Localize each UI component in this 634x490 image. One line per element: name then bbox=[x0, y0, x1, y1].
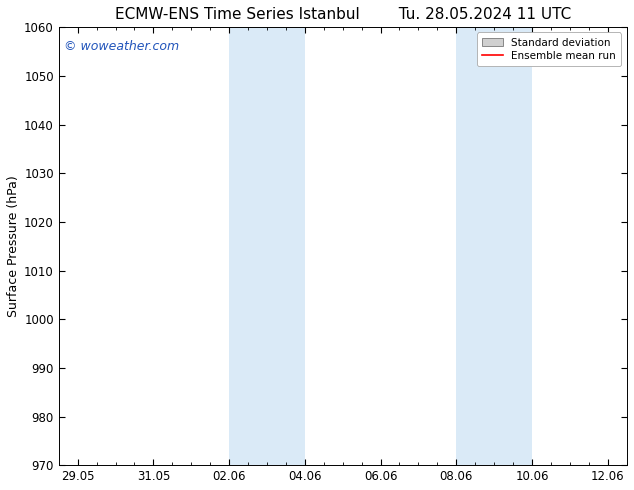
Bar bbox=[456, 27, 532, 465]
Y-axis label: Surface Pressure (hPa): Surface Pressure (hPa) bbox=[7, 175, 20, 317]
Title: ECMW-ENS Time Series Istanbul        Tu. 28.05.2024 11 UTC: ECMW-ENS Time Series Istanbul Tu. 28.05.… bbox=[115, 7, 571, 22]
Legend: Standard deviation, Ensemble mean run: Standard deviation, Ensemble mean run bbox=[477, 32, 621, 66]
Text: © woweather.com: © woweather.com bbox=[65, 40, 179, 53]
Bar bbox=[229, 27, 305, 465]
